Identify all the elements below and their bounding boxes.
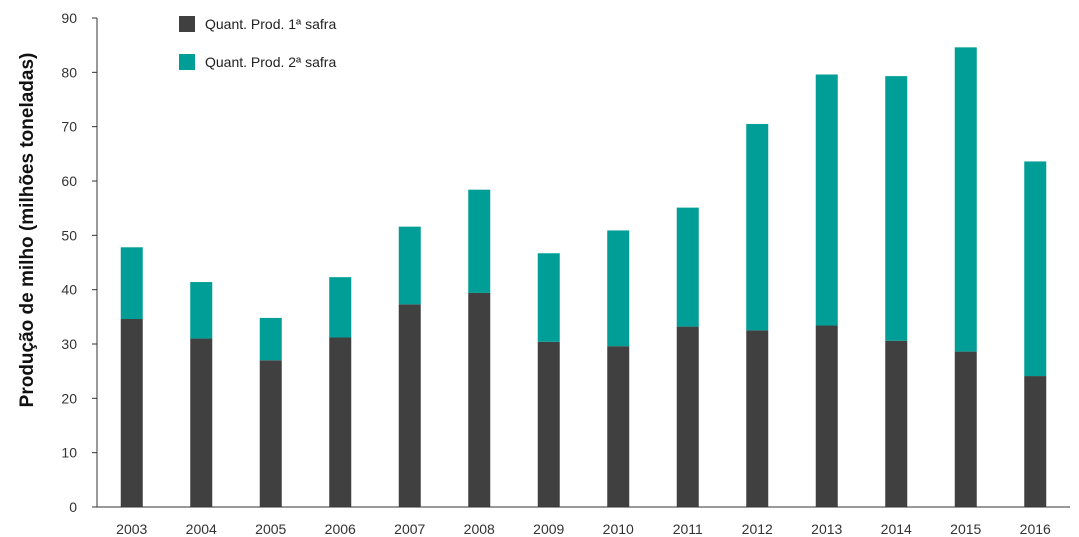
- bar-2012-2a-safra: [746, 123, 769, 331]
- x-tick-label: 2015: [950, 521, 981, 537]
- x-tick-label: 2008: [464, 521, 495, 537]
- bar-2008-1a-safra: [468, 292, 491, 507]
- bar-2009-1a-safra: [537, 341, 560, 507]
- x-tick-label: 2010: [603, 521, 634, 537]
- x-tick-label: 2004: [186, 521, 217, 537]
- x-tick-label: 2006: [325, 521, 356, 537]
- y-tick-label: 30: [61, 336, 77, 352]
- bar-2009-2a-safra: [537, 253, 560, 342]
- bar-2005-1a-safra: [259, 360, 282, 507]
- legend-label-2a-safra: Quant. Prod. 2ª safra: [205, 54, 336, 70]
- x-tick-label: 2009: [533, 521, 564, 537]
- legend-swatch-2a-safra: [179, 54, 195, 70]
- x-axis: 2003 2004 2005 2006 2007 2008 2009 2010 2011 2012…: [97, 506, 1070, 537]
- x-tick-label: 2016: [1020, 521, 1051, 537]
- legend-label-1a-safra: Quant. Prod. 1ª safra: [205, 16, 336, 32]
- x-tick-label: 2007: [394, 521, 425, 537]
- bar-2005-2a-safra: [259, 317, 282, 361]
- bar-2015-1a-safra: [954, 351, 977, 507]
- bar-2010-1a-safra: [607, 346, 630, 507]
- x-tick-label: 2013: [811, 521, 842, 537]
- bar-2013-1a-safra: [815, 325, 838, 507]
- bar-2014-2a-safra: [885, 76, 908, 341]
- x-tick-label: 2003: [116, 521, 147, 537]
- y-tick-label: 80: [61, 64, 77, 80]
- bar-2013-2a-safra: [815, 74, 838, 326]
- bar-2004-1a-safra: [190, 338, 213, 507]
- legend: Quant. Prod. 1ª safra Quant. Prod. 2ª sa…: [179, 16, 336, 70]
- bar-2007-2a-safra: [398, 226, 421, 305]
- y-tick-label: 70: [61, 119, 77, 135]
- bar-2014-1a-safra: [885, 340, 908, 507]
- y-tick-label: 90: [61, 10, 77, 26]
- x-tick-label: 2011: [673, 521, 703, 537]
- y-tick-label: 60: [61, 173, 77, 189]
- bar-2008-2a-safra: [468, 189, 491, 293]
- y-axis-ticks: 0 10 20 30 40 50 60 70 80 90: [61, 10, 98, 515]
- bar-2016-1a-safra: [1024, 376, 1047, 507]
- y-tick-label: 0: [69, 499, 77, 515]
- x-tick-label: 2014: [881, 521, 912, 537]
- bar-2006-1a-safra: [329, 337, 352, 507]
- bar-2011-1a-safra: [676, 326, 699, 507]
- bars: [120, 47, 1047, 507]
- y-tick-label: 20: [61, 390, 77, 406]
- y-tick-label: 40: [61, 282, 77, 298]
- y-axis-label: Produção de milho (milhões toneladas): [17, 53, 38, 408]
- bar-2006-2a-safra: [329, 277, 352, 338]
- bar-2015-2a-safra: [954, 47, 977, 352]
- bar-2010-2a-safra: [607, 230, 630, 347]
- legend-swatch-1a-safra: [179, 16, 195, 32]
- bar-2004-2a-safra: [190, 282, 213, 339]
- bar-2007-1a-safra: [398, 304, 421, 507]
- bar-2012-1a-safra: [746, 330, 769, 507]
- y-tick-label: 50: [61, 227, 77, 243]
- x-tick-label: 2012: [742, 521, 773, 537]
- bar-2003-1a-safra: [120, 319, 143, 507]
- bar-2011-2a-safra: [676, 207, 699, 327]
- bar-2016-2a-safra: [1024, 161, 1047, 377]
- x-tick-label: 2005: [255, 521, 286, 537]
- y-tick-label: 10: [61, 445, 77, 461]
- bar-2003-2a-safra: [120, 247, 143, 320]
